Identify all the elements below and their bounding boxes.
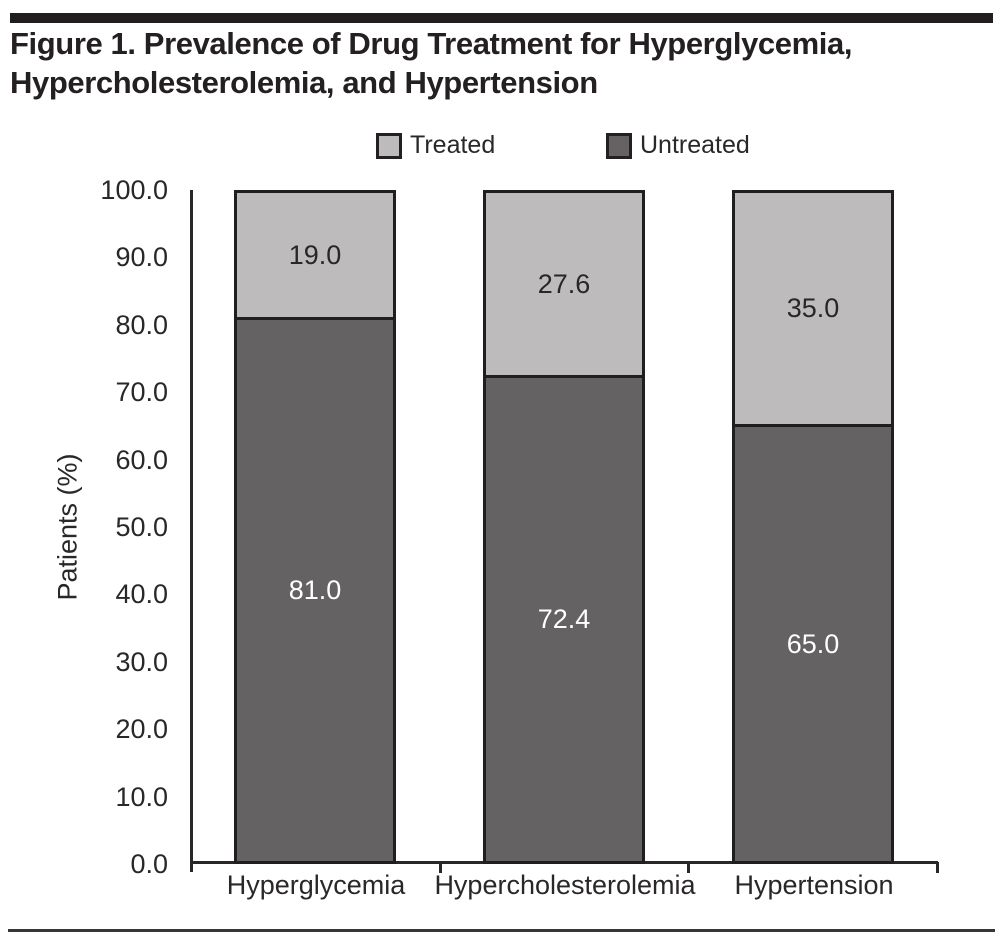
y-axis-tick-label: 20.0 bbox=[115, 714, 168, 744]
bar-segment-untreated: 72.4 bbox=[486, 378, 642, 861]
legend-label-treated: Treated bbox=[410, 131, 496, 159]
y-axis-tick-label: 10.0 bbox=[115, 782, 168, 812]
figure-title-line2: Hypercholesterolemia, and Hypertension bbox=[10, 65, 598, 100]
legend-swatch-treated bbox=[376, 132, 402, 159]
y-axis-tick-label: 50.0 bbox=[115, 512, 168, 542]
bottom-rule bbox=[8, 929, 995, 932]
top-rule bbox=[10, 13, 993, 23]
y-axis-tick-label: 30.0 bbox=[115, 647, 168, 677]
stacked-bar-hypertension: 35.0 65.0 bbox=[732, 190, 894, 864]
bar-value-label: 19.0 bbox=[288, 239, 342, 270]
stacked-bar-hyperglycemia: 19.0 81.0 bbox=[234, 190, 396, 864]
legend-item-untreated: Untreated bbox=[606, 131, 750, 160]
y-axis-tick-label: 40.0 bbox=[115, 579, 168, 609]
x-category-label-hypercholesterolemia: Hypercholesterolemia bbox=[434, 870, 696, 900]
bar-segment-untreated: 81.0 bbox=[237, 320, 393, 861]
bar-value-label: 65.0 bbox=[786, 628, 840, 659]
y-axis-tick-labels: 0.0 10.0 20.0 30.0 40.0 50.0 60.0 70.0 80.0 90.0 1… bbox=[0, 0, 168, 946]
x-axis-tick bbox=[687, 862, 690, 873]
bar-value-label: 27.6 bbox=[537, 268, 591, 299]
bar-value-label: 72.4 bbox=[537, 604, 591, 634]
bar-value-label: 81.0 bbox=[288, 575, 342, 605]
x-category-label-hypertension: Hypertension bbox=[734, 870, 894, 900]
stacked-bar-hypercholesterolemia: 27.6 72.4 bbox=[483, 190, 645, 864]
x-axis-tick bbox=[936, 862, 939, 873]
y-axis-tick-label: 70.0 bbox=[115, 377, 168, 407]
figure-title-line1: Figure 1. Prevalence of Drug Treatment f… bbox=[10, 26, 853, 61]
bar-value-label: 35.0 bbox=[786, 293, 840, 323]
y-axis-tick-label: 0.0 bbox=[130, 849, 168, 879]
bar-segment-treated: 27.6 bbox=[486, 193, 642, 378]
bar-segment-untreated: 65.0 bbox=[735, 427, 891, 861]
legend-swatch-untreated bbox=[606, 132, 632, 159]
figure-title: Figure 1. Prevalence of Drug Treatment f… bbox=[10, 24, 995, 102]
y-axis-tick-label: 80.0 bbox=[115, 310, 168, 340]
bar-segment-treated: 19.0 bbox=[237, 193, 393, 320]
y-axis-tick-label: 90.0 bbox=[115, 242, 168, 272]
x-axis-tick bbox=[439, 862, 442, 873]
y-axis-line bbox=[190, 190, 193, 872]
y-axis-tick-label: 100.0 bbox=[100, 175, 168, 205]
legend-item-treated: Treated bbox=[376, 131, 495, 160]
bar-segment-treated: 35.0 bbox=[735, 193, 891, 427]
legend-label-untreated: Untreated bbox=[640, 131, 750, 159]
y-axis-tick-label: 60.0 bbox=[115, 445, 168, 475]
x-category-label-hyperglycemia: Hyperglycemia bbox=[226, 870, 406, 900]
